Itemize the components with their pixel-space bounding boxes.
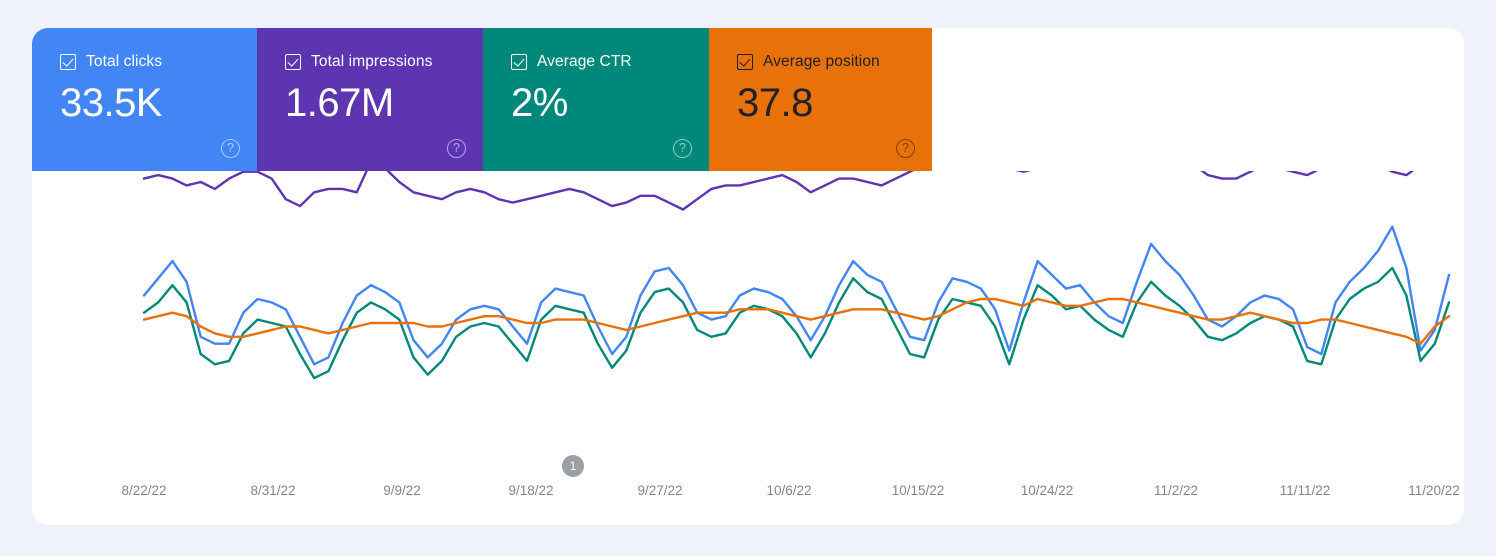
chart-series-line <box>142 266 1451 380</box>
metric-card-label: Total impressions <box>311 53 433 70</box>
help-circle-icon[interactable]: ? <box>221 139 240 158</box>
metric-card-header: Total clicks <box>60 52 257 72</box>
metric-card-average-ctr[interactable]: Average CTR 2%? <box>483 28 709 171</box>
chart-x-axis: 8/22/22 8/31/22 9/9/22 9/18/22 9/27/22 10/6/2… <box>32 483 1464 501</box>
help-circle-icon[interactable]: ? <box>673 139 692 158</box>
x-axis-tick-label: 10/15/22 <box>891 483 945 498</box>
checkbox-checked-icon[interactable] <box>737 54 753 70</box>
help-circle-icon[interactable]: ? <box>447 139 466 158</box>
checkbox-checked-icon[interactable] <box>285 54 301 70</box>
chart-series-line <box>142 171 1415 211</box>
metric-cards-row: Total clicks 33.5K? Total impressions 1.67M… <box>32 28 932 171</box>
metric-card-label: Total clicks <box>86 53 163 70</box>
x-axis-tick-label: 9/27/22 <box>637 483 683 498</box>
metric-card-label: Average CTR <box>537 53 632 70</box>
metric-card-total-impressions[interactable]: Total impressions 1.67M? <box>257 28 483 171</box>
x-axis-tick-label: 11/2/22 <box>1153 483 1199 498</box>
metric-card-header: Total impressions <box>285 52 483 72</box>
help-circle-icon[interactable]: ? <box>896 139 915 158</box>
performance-chart[interactable]: 8/22/22 8/31/22 9/9/22 9/18/22 9/27/22 10/6/2… <box>32 171 1464 525</box>
metric-card-value: 37.8 <box>737 81 813 125</box>
chart-plot-svg <box>142 171 1451 380</box>
metric-card-average-position[interactable]: Average position 37.8? <box>709 28 932 171</box>
metric-card-label: Average position <box>763 53 880 70</box>
chart-annotation-marker[interactable]: 1 <box>562 455 584 477</box>
x-axis-tick-label: 11/11/22 <box>1279 483 1331 498</box>
metric-card-value: 2% <box>511 81 568 125</box>
metric-card-total-clicks[interactable]: Total clicks 33.5K? <box>32 28 257 171</box>
chart-series-line <box>142 297 1451 345</box>
metric-card-value: 33.5K <box>60 81 163 125</box>
x-axis-tick-label: 10/24/22 <box>1020 483 1074 498</box>
x-axis-tick-label: 9/9/22 <box>383 483 421 498</box>
metric-card-header: Average CTR <box>511 52 709 72</box>
metric-card-header: Average position <box>737 52 932 72</box>
x-axis-tick-label: 9/18/22 <box>508 483 554 498</box>
x-axis-tick-label: 8/22/22 <box>121 483 167 498</box>
x-axis-tick-label: 8/31/22 <box>250 483 296 498</box>
x-axis-tick-label: 11/20/22 <box>1408 483 1460 498</box>
metric-card-value: 1.67M <box>285 81 394 125</box>
checkbox-checked-icon[interactable] <box>511 54 527 70</box>
performance-panel: Total clicks 33.5K? Total impressions 1.67M… <box>32 28 1464 525</box>
x-axis-tick-label: 10/6/22 <box>766 483 812 498</box>
checkbox-checked-icon[interactable] <box>60 54 76 70</box>
